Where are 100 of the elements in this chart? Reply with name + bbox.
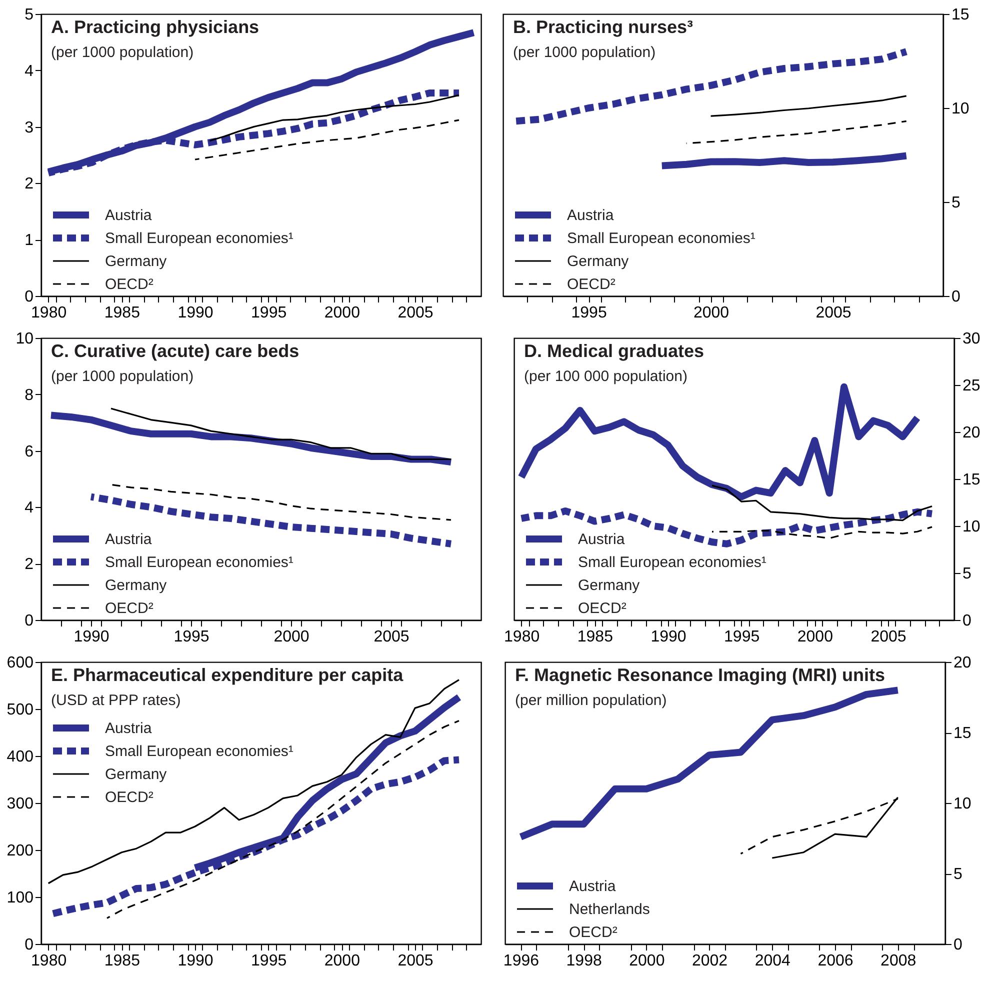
y-tick-label: 300 [6, 796, 34, 812]
legend-label: Germany [105, 577, 168, 594]
x-tick-label: 2000 [324, 304, 360, 322]
text: (per 1000 population) [51, 44, 194, 61]
x-tick-label: 1995 [571, 304, 607, 322]
x-tick-label: 2000 [324, 952, 360, 970]
line-series [710, 95, 908, 117]
legend-label: Small European economies¹ [105, 743, 294, 760]
line-series [208, 94, 460, 142]
y-tick-label: 0 [952, 288, 960, 306]
x-tick-label: 1980 [31, 304, 67, 322]
y-tick-label: 2 [24, 556, 34, 574]
legend-label: Small European economies¹ [105, 230, 294, 247]
y-tick-label: 20 [962, 424, 980, 442]
chart-title: C. Curative (acute) care beds [51, 341, 300, 361]
x-tick-label: 1990 [650, 628, 686, 646]
legend-label: OECD² [567, 276, 616, 293]
legend-label: OECD² [569, 924, 618, 941]
y-tick-label: 5 [962, 566, 972, 582]
y-tick-label: 8 [24, 386, 34, 404]
y-tick-label: 5 [952, 194, 960, 212]
x-tick-label: 2008 [880, 952, 916, 970]
y-tick-label: 0 [962, 612, 972, 630]
x-tick-label: 2005 [398, 952, 434, 970]
y-tick-label: 6 [24, 443, 34, 460]
legend-label: OECD² [105, 276, 154, 293]
legend-label: Austria [567, 207, 614, 224]
legend-label: Austria [105, 720, 152, 737]
legend-label: Germany [567, 253, 630, 270]
x-tick-label: 1985 [104, 304, 140, 322]
x-tick-label: 1995 [251, 952, 287, 970]
x-tick-label: 1985 [104, 952, 140, 970]
y-tick-label: 0 [24, 936, 34, 954]
x-tick-label: 2000 [274, 628, 310, 646]
x-tick-label: 1990 [178, 304, 214, 322]
x-tick-label: 1985 [577, 628, 614, 646]
chart-title: E. Pharmaceutical expenditure per capita [51, 665, 404, 685]
y-tick-label: 500 [6, 702, 34, 718]
legend-label: Netherlands [569, 901, 650, 918]
y-tick-label: 100 [6, 890, 34, 906]
x-tick-label: 1980 [504, 628, 540, 646]
x-tick-label: 2002 [692, 952, 728, 970]
y-tick-label: 15 [952, 6, 970, 24]
line-series [194, 119, 460, 160]
y-tick-label: 20 [954, 654, 972, 672]
y-tick-label: 10 [962, 518, 980, 536]
y-tick-label: 4 [24, 62, 34, 80]
x-tick-label: 2004 [754, 952, 791, 970]
x-tick-label: 2000 [797, 628, 834, 646]
x-tick-label: 1990 [74, 628, 110, 646]
x-tick-label: 2006 [818, 952, 854, 970]
x-tick-label: 1995 [251, 304, 287, 322]
text: (USD at PPP rates) [51, 692, 181, 709]
y-tick-label: 5 [954, 866, 962, 883]
x-tick-label: 2005 [870, 628, 906, 646]
y-tick-label: 10 [954, 796, 972, 812]
y-tick-label: 600 [6, 654, 34, 672]
legend-label: Austria [578, 531, 626, 548]
y-tick-label: 0 [954, 936, 962, 954]
line-series [110, 408, 452, 460]
chart-title: B. Practicing nurses³ [513, 17, 694, 37]
x-tick-label: 1980 [31, 952, 67, 970]
y-tick-label: 10 [952, 100, 970, 118]
x-tick-label: 2005 [816, 304, 852, 322]
x-tick-label: 1998 [566, 952, 602, 970]
line-series [110, 484, 452, 521]
x-tick-label: 2000 [629, 952, 665, 970]
y-tick-label: 400 [6, 748, 34, 766]
text: (per 1000 population) [51, 368, 194, 385]
y-tick-label: 4 [24, 500, 34, 517]
x-tick-label: 2005 [374, 628, 410, 646]
x-tick-label: 1995 [724, 628, 760, 646]
line-series [711, 484, 933, 522]
y-tick-label: 3 [24, 119, 34, 136]
y-tick-label: 0 [24, 288, 34, 306]
x-tick-label: 1990 [178, 952, 214, 970]
x-tick-label: 1996 [503, 952, 540, 970]
x-tick-label: 2000 [693, 304, 730, 322]
line-series [106, 720, 460, 919]
y-tick-label: 25 [962, 378, 980, 394]
text: (per 100 000 population) [524, 368, 688, 385]
legend-label: Austria [569, 878, 616, 895]
y-tick-label: 5 [24, 6, 34, 24]
y-tick-label: 15 [954, 725, 972, 742]
y-tick-label: 1 [24, 232, 34, 250]
line-series [711, 526, 933, 540]
legend-label: Small European economies¹ [578, 554, 766, 571]
y-tick-label: 10 [16, 330, 34, 348]
text: (per million population) [515, 692, 667, 709]
legend-label: Austria [105, 531, 152, 548]
chart-title: D. Medical graduates [524, 341, 704, 361]
y-tick-label: 200 [6, 842, 34, 860]
x-tick-label: 1995 [174, 628, 210, 646]
y-tick-label: 30 [962, 330, 980, 348]
legend-label: Small European economies¹ [567, 230, 756, 247]
legend-label: Small European economies¹ [105, 554, 294, 571]
text: (per 1000 population) [513, 44, 656, 61]
legend-label: Germany [105, 253, 168, 270]
chart-title: F. Magnetic Resonance Imaging (MRI) units [515, 665, 886, 685]
legend-label: Austria [105, 207, 152, 224]
